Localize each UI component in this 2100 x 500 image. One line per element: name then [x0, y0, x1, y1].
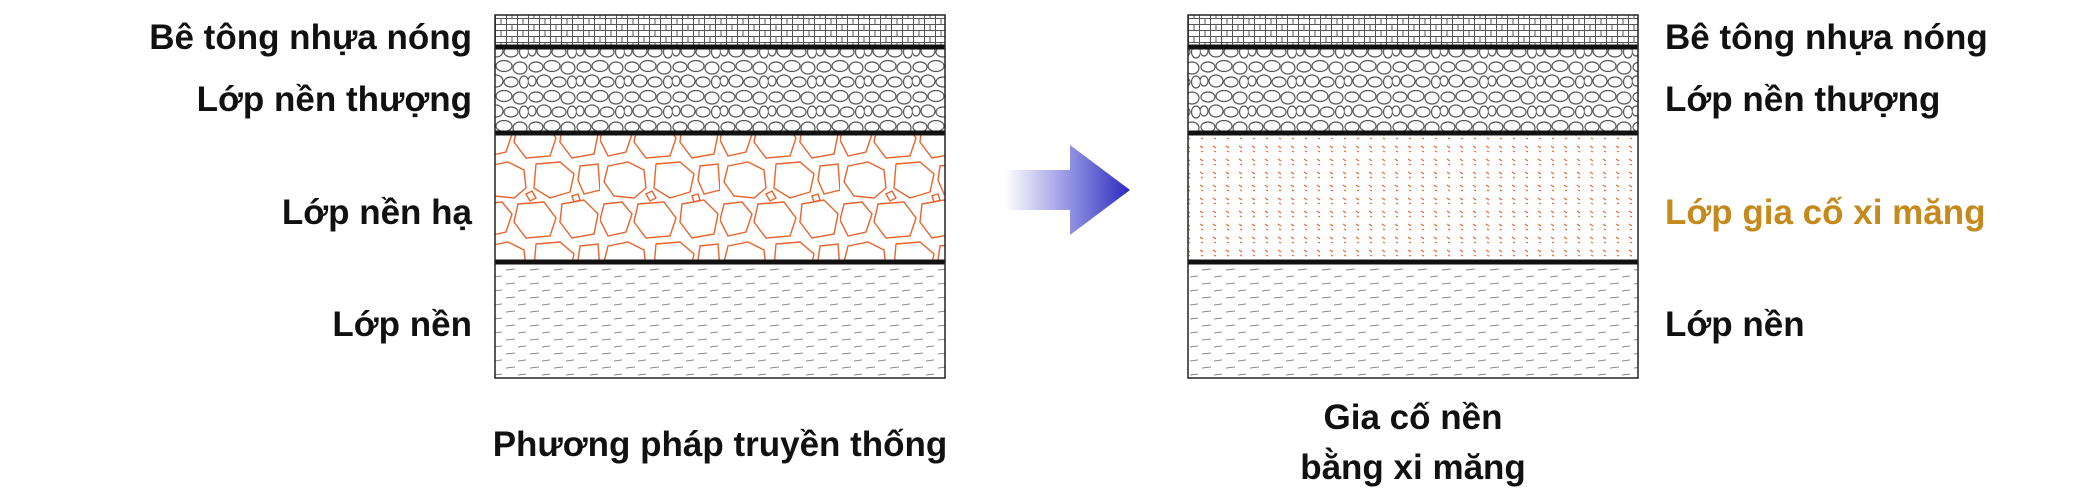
right-cement-layer [1188, 132, 1638, 261]
left-caption-text: Phương pháp truyền thống [492, 425, 948, 464]
right-upper-base-layer [1188, 47, 1638, 132]
left-label-upper-base: Lớp nền thượng [196, 80, 472, 119]
right-label-asphalt: Bê tông nhựa nóng [1665, 18, 1988, 57]
left-upper-base-layer [495, 47, 945, 132]
left-outline [494, 14, 946, 379]
right-label-cement-layer: Lớp gia cố xi măng [1665, 193, 1986, 232]
right-outline [1187, 14, 1639, 379]
gradient-right-arrow-icon [1005, 145, 1130, 235]
left-subgrade-layer [495, 261, 945, 378]
right-label-subgrade: Lớp nền [1665, 305, 1805, 344]
left-asphalt-layer [495, 15, 945, 47]
right-asphalt-layer [1188, 15, 1638, 47]
left-caption: Phương pháp truyền thống [470, 420, 970, 470]
left-label-lower-base: Lớp nền hạ [281, 193, 472, 232]
cement-stabilized-cross-section [1187, 14, 1639, 379]
right-caption-line-2: bằng xi măng [1300, 448, 1526, 487]
right-label-upper-base: Lớp nền thượng [1665, 80, 1941, 119]
traditional-cross-section [494, 14, 946, 379]
left-label-subgrade: Lớp nền [332, 305, 472, 344]
left-lower-base-layer [495, 132, 945, 261]
left-label-asphalt: Bê tông nhựa nóng [149, 18, 472, 57]
right-caption-line-1: Gia cố nền [1323, 398, 1503, 437]
right-caption: Gia cố nền bằng xi măng [1163, 393, 1663, 493]
right-subgrade-layer [1188, 261, 1638, 378]
